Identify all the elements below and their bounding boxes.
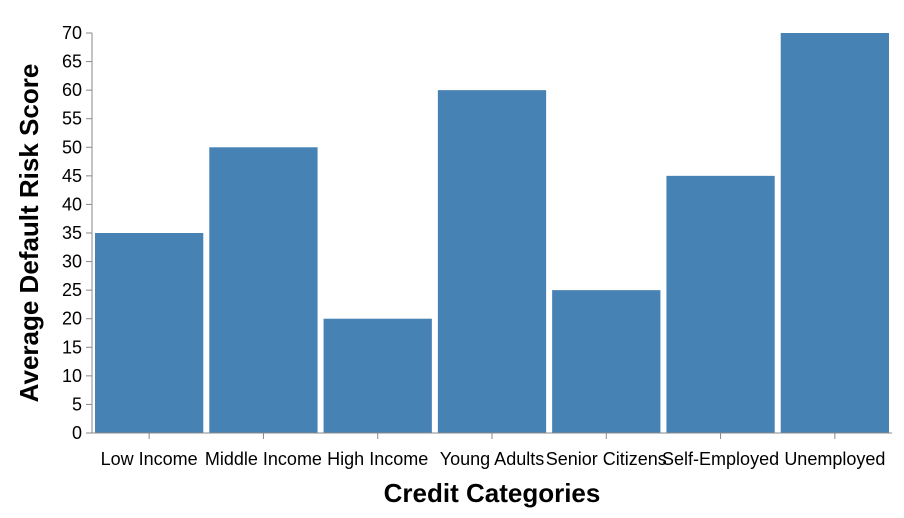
x-tick-label: High Income	[327, 449, 428, 469]
y-tick-label: 30	[62, 252, 82, 272]
bar-self-employed	[666, 175, 775, 433]
x-axis-title: Credit Categories	[384, 478, 601, 508]
y-tick-label: 40	[62, 194, 82, 214]
y-tick-label: 55	[62, 109, 82, 129]
x-tick-label: Unemployed	[784, 449, 885, 469]
y-axis: 0 5 10 15 20 25 30 35 40 45 50 55 60 65 70	[62, 23, 93, 443]
bar-young-adults	[437, 90, 547, 434]
x-tick-label: Senior Citizens	[546, 449, 667, 469]
bar-low-income	[95, 233, 204, 433]
bar-middle-income	[209, 147, 318, 434]
bar-unemployed	[780, 33, 889, 433]
bar-senior-citizens	[552, 290, 661, 433]
y-tick-label: 15	[62, 337, 82, 357]
bar-high-income	[323, 318, 432, 433]
y-tick-label: 5	[72, 394, 82, 414]
y-tick-label: 20	[62, 309, 82, 329]
y-tick-label: 50	[62, 137, 82, 157]
y-tick-label: 0	[72, 423, 82, 443]
x-tick-label: Young Adults	[440, 449, 544, 469]
y-tick-label: 70	[62, 23, 82, 43]
x-tick-label: Low Income	[101, 449, 198, 469]
y-tick-label: 35	[62, 223, 82, 243]
x-tick-label: Middle Income	[205, 449, 322, 469]
y-tick-label: 10	[62, 366, 82, 386]
y-tick-label: 60	[62, 80, 82, 100]
y-tick-label: 45	[62, 166, 82, 186]
bars-group	[95, 33, 889, 434]
y-tick-label: 25	[62, 280, 82, 300]
y-tick-label: 65	[62, 52, 82, 72]
x-axis: Low Income Middle Income High Income Young …	[92, 432, 892, 469]
y-axis-title: Average Default Risk Score	[14, 64, 44, 403]
x-tick-label: Self-Employed	[662, 449, 779, 469]
